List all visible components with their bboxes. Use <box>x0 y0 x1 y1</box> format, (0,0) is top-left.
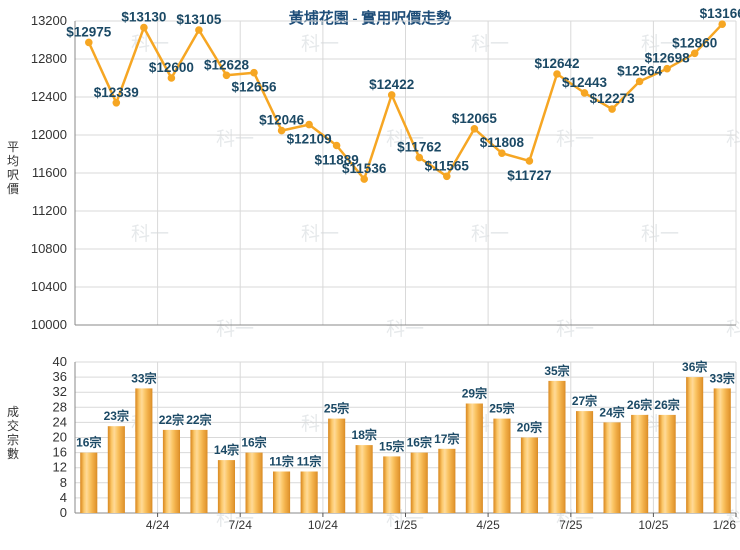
svg-text:15宗: 15宗 <box>379 438 404 453</box>
svg-text:28: 28 <box>53 399 67 414</box>
svg-text:$12642: $12642 <box>534 56 579 71</box>
svg-text:24宗: 24宗 <box>599 404 624 419</box>
svg-text:$12975: $12975 <box>66 24 112 39</box>
svg-text:$12065: $12065 <box>452 111 498 126</box>
svg-text:10/24: 10/24 <box>308 518 338 532</box>
svg-text:$11727: $11727 <box>507 168 551 183</box>
svg-text:12800: 12800 <box>31 51 67 66</box>
svg-text:8: 8 <box>60 475 67 490</box>
svg-text:17宗: 17宗 <box>434 431 459 446</box>
svg-text:26宗: 26宗 <box>627 397 652 412</box>
svg-text:科一: 科一 <box>216 318 254 340</box>
svg-text:10/25: 10/25 <box>638 518 668 532</box>
svg-text:11宗: 11宗 <box>269 454 294 469</box>
svg-text:科一: 科一 <box>471 33 509 55</box>
svg-text:$11565: $11565 <box>425 158 470 173</box>
svg-text:29宗: 29宗 <box>462 386 487 401</box>
svg-text:11600: 11600 <box>32 165 67 180</box>
svg-text:$12443: $12443 <box>562 75 608 90</box>
svg-text:16: 16 <box>53 445 67 460</box>
svg-text:科一: 科一 <box>131 223 169 245</box>
svg-text:科一: 科一 <box>726 128 740 150</box>
svg-text:$11808: $11808 <box>480 135 525 150</box>
svg-text:$12860: $12860 <box>672 35 717 50</box>
svg-text:科一: 科一 <box>556 318 594 340</box>
svg-text:10800: 10800 <box>31 241 67 256</box>
svg-text:14宗: 14宗 <box>214 442 239 457</box>
svg-text:22宗: 22宗 <box>186 412 211 427</box>
svg-text:4: 4 <box>60 490 67 505</box>
svg-text:36: 36 <box>53 369 67 384</box>
svg-text:16宗: 16宗 <box>407 435 432 450</box>
svg-text:$12628: $12628 <box>204 57 250 72</box>
svg-text:$12273: $12273 <box>590 91 636 106</box>
svg-text:0: 0 <box>60 505 67 520</box>
svg-text:11宗: 11宗 <box>297 454 322 469</box>
svg-text:32: 32 <box>53 384 67 399</box>
svg-text:$12046: $12046 <box>259 113 305 128</box>
svg-text:22宗: 22宗 <box>159 412 184 427</box>
svg-text:科一: 科一 <box>471 223 509 245</box>
svg-text:12: 12 <box>53 460 67 475</box>
svg-text:$12698: $12698 <box>645 51 691 66</box>
svg-text:12400: 12400 <box>31 89 67 104</box>
svg-text:20宗: 20宗 <box>517 420 542 435</box>
svg-text:36宗: 36宗 <box>682 359 707 374</box>
svg-text:35宗: 35宗 <box>544 363 569 378</box>
svg-text:33宗: 33宗 <box>131 370 156 385</box>
svg-text:27宗: 27宗 <box>572 393 597 408</box>
svg-text:40: 40 <box>53 354 67 369</box>
svg-text:$12600: $12600 <box>149 60 194 75</box>
svg-text:科一: 科一 <box>641 223 679 245</box>
svg-text:16宗: 16宗 <box>241 435 266 450</box>
svg-text:科一: 科一 <box>216 128 254 150</box>
svg-text:$13130: $13130 <box>121 10 166 25</box>
svg-text:7/24: 7/24 <box>229 518 253 532</box>
svg-text:25宗: 25宗 <box>489 401 514 416</box>
svg-text:$13105: $13105 <box>176 12 222 27</box>
svg-text:$12109: $12109 <box>287 132 332 147</box>
svg-text:7/25: 7/25 <box>559 518 583 532</box>
svg-text:$13166: $13166 <box>700 6 740 21</box>
svg-text:16宗: 16宗 <box>76 435 101 450</box>
svg-text:11200: 11200 <box>32 203 67 218</box>
svg-text:科一: 科一 <box>556 128 594 150</box>
svg-text:$12656: $12656 <box>231 80 277 95</box>
svg-text:10000: 10000 <box>31 317 67 332</box>
svg-text:23宗: 23宗 <box>104 408 129 423</box>
svg-text:$12339: $12339 <box>94 85 139 100</box>
svg-text:$11536: $11536 <box>342 161 387 176</box>
svg-text:科一: 科一 <box>301 223 339 245</box>
svg-text:1/25: 1/25 <box>394 518 418 532</box>
svg-text:1/26: 1/26 <box>713 518 737 532</box>
svg-text:4/25: 4/25 <box>476 518 500 532</box>
svg-text:20: 20 <box>53 430 67 445</box>
svg-text:$11762: $11762 <box>397 140 441 155</box>
svg-text:33宗: 33宗 <box>710 370 735 385</box>
svg-text:科一: 科一 <box>301 33 339 55</box>
svg-text:$12422: $12422 <box>369 77 414 92</box>
svg-text:25宗: 25宗 <box>324 401 349 416</box>
svg-text:12000: 12000 <box>31 127 67 142</box>
svg-text:科一: 科一 <box>726 318 740 340</box>
svg-text:10400: 10400 <box>31 279 67 294</box>
svg-text:24: 24 <box>53 414 67 429</box>
svg-text:13200: 13200 <box>31 13 67 28</box>
svg-text:26宗: 26宗 <box>654 397 679 412</box>
svg-text:18宗: 18宗 <box>352 427 377 442</box>
svg-text:4/24: 4/24 <box>146 518 170 532</box>
